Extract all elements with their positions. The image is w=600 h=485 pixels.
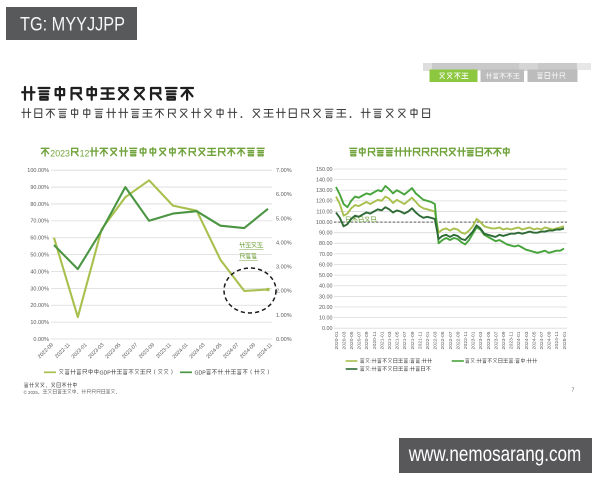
svg-text:2022-07: 2022-07 [448,331,454,349]
svg-text:2020-11: 2020-11 [372,331,378,349]
svg-text:2023-05: 2023-05 [486,331,492,349]
svg-text:20.00: 20.00 [319,305,333,311]
svg-text:2021-07: 2021-07 [402,331,408,349]
svg-text:120.00: 120.00 [316,199,333,205]
svg-text:12: 12 [80,148,90,158]
svg-text:50.00: 50.00 [319,273,333,279]
svg-text:5.00%: 5.00% [276,216,292,222]
svg-text:2020-01: 2020-01 [334,331,340,349]
svg-text::: : [526,359,527,364]
svg-text:80.00%: 80.00% [30,202,49,208]
svg-text:www.nemosarang.com: www.nemosarang.com [408,443,581,466]
svg-text:2.00%: 2.00% [276,289,292,295]
svg-text:2020-03: 2020-03 [341,331,347,349]
svg-text::: : [370,359,371,364]
svg-text::: : [223,371,224,377]
svg-text:0.00%: 0.00% [276,337,292,343]
svg-text:40.00%: 40.00% [30,269,49,275]
svg-text:2020-09: 2020-09 [364,331,370,349]
svg-text:2023-01: 2023-01 [471,331,477,349]
svg-text:7.00%: 7.00% [276,168,292,174]
svg-text:40.00: 40.00 [319,284,333,290]
svg-text:110.00: 110.00 [316,209,332,215]
svg-text::: : [475,359,476,364]
svg-text:3.00%: 3.00% [276,265,292,271]
svg-text::: : [409,367,410,372]
svg-text:2022-01: 2022-01 [425,331,431,349]
svg-text:4.00%: 4.00% [276,240,292,246]
svg-text:TG: MYYJJPP: TG: MYYJJPP [20,15,125,36]
svg-text:2022-09: 2022-09 [455,331,461,349]
svg-text:90.00: 90.00 [319,231,333,237]
svg-text:30.00: 30.00 [319,294,333,300]
svg-text:2023-03: 2023-03 [478,331,484,349]
svg-text:70.00: 70.00 [319,252,333,258]
svg-text:100.00%: 100.00% [27,168,49,174]
svg-text:100.00: 100.00 [316,220,333,226]
svg-text:© 2025: © 2025 [24,390,39,395]
svg-text:2022-05: 2022-05 [440,331,446,349]
svg-text:70.00%: 70.00% [30,219,49,225]
svg-text:GDP: GDP [195,371,207,377]
svg-text:80.00: 80.00 [319,241,333,247]
svg-text:150.00: 150.00 [316,167,333,173]
svg-text:2024-03: 2024-03 [524,331,530,349]
svg-text::: : [370,367,371,372]
svg-text:2020-07: 2020-07 [357,331,363,349]
svg-text:7: 7 [572,388,575,394]
svg-text:2022-11: 2022-11 [463,331,469,349]
svg-text::: : [514,359,515,364]
svg-text:140.00: 140.00 [316,178,333,184]
svg-text:2022-03: 2022-03 [433,331,439,349]
svg-text:10.00%: 10.00% [30,320,49,326]
svg-text:1.00%: 1.00% [276,313,292,319]
svg-text:10.00: 10.00 [319,315,333,321]
svg-text:0.00: 0.00 [322,326,333,332]
svg-text:2023-07: 2023-07 [493,331,499,349]
svg-text:60.00%: 60.00% [30,236,49,242]
svg-text:2021-09: 2021-09 [410,331,416,349]
svg-text:2023-11: 2023-11 [509,331,515,349]
svg-text:2025-01: 2025-01 [562,331,568,349]
svg-text:2024-05: 2024-05 [531,331,537,349]
svg-text:0.00%: 0.00% [33,337,49,343]
svg-text:20.00%: 20.00% [30,303,49,309]
svg-text:2021-03: 2021-03 [387,331,393,349]
svg-text:2024-09: 2024-09 [547,331,553,349]
svg-text:30.00%: 30.00% [30,286,49,292]
svg-text:2024-01: 2024-01 [516,331,522,349]
svg-text:2023: 2023 [50,148,70,158]
svg-text:2020-05: 2020-05 [349,331,355,349]
svg-text:90.00%: 90.00% [30,185,49,191]
svg-text:2023-09: 2023-09 [501,331,507,349]
svg-text:2024-11: 2024-11 [554,331,560,349]
svg-text:2024-07: 2024-07 [539,331,545,349]
svg-text:50.00%: 50.00% [30,253,49,259]
svg-text::: : [409,359,410,364]
svg-text::: : [421,359,422,364]
svg-text:2021-01: 2021-01 [379,331,385,349]
svg-text:130.00: 130.00 [316,188,333,194]
svg-text:GDP: GDP [99,371,111,377]
svg-text:2021-05: 2021-05 [395,331,401,349]
svg-text:2021-11: 2021-11 [417,331,423,349]
svg-text:6.00%: 6.00% [276,192,292,198]
svg-text:60.00: 60.00 [319,262,333,268]
